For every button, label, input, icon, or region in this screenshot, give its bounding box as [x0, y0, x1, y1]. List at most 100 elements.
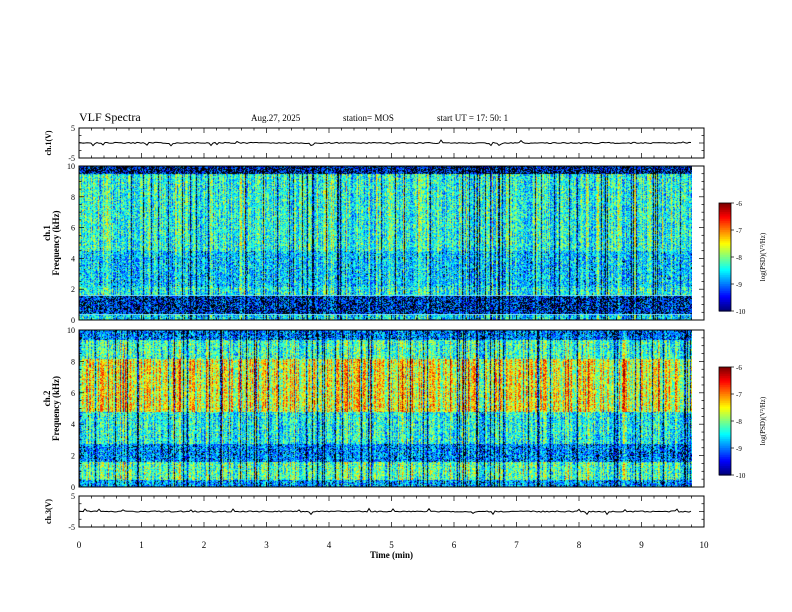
colorbar-swatch	[719, 471, 731, 474]
colorbar-swatch	[719, 285, 731, 289]
colorbar-tick-label: -6	[736, 200, 742, 208]
x-tick-label: 3	[264, 540, 269, 550]
colorbar-swatch	[719, 233, 731, 236]
colorbar-swatch	[719, 381, 731, 384]
colorbar-swatch	[719, 303, 731, 307]
ch1-waveform-y-tick-label: -5	[68, 154, 75, 163]
colorbar-swatch	[719, 435, 731, 438]
colorbar-swatch	[719, 258, 731, 262]
colorbar-swatch	[719, 231, 731, 235]
date-label: Aug.27, 2025	[251, 113, 301, 123]
ch2-spectrogram-y-tick-label: 2	[71, 452, 75, 461]
colorbar-swatch	[719, 455, 731, 458]
colorbar-swatch	[719, 406, 731, 409]
colorbar-swatch	[719, 377, 731, 381]
colorbar-swatch	[719, 273, 731, 276]
colorbar-swatch	[719, 426, 731, 429]
colorbar-swatch	[719, 392, 731, 395]
colorbar-swatch	[719, 453, 731, 456]
ch2-spectrogram-channel-label: ch.2	[42, 390, 52, 406]
colorbar-swatch	[719, 417, 731, 420]
ch2-spectrogram-y-tick-label: 0	[71, 483, 75, 492]
colorbar-swatch	[719, 282, 731, 285]
colorbar-swatch	[719, 419, 731, 422]
colorbar-swatch	[719, 390, 731, 393]
ch2-spectrogram-y-tick-label: 4	[71, 420, 75, 429]
colorbar-swatch	[719, 239, 731, 242]
colorbar-swatch	[719, 208, 731, 211]
colorbar-swatch	[719, 448, 731, 451]
colorbar-swatch	[719, 266, 731, 269]
colorbar-swatch	[719, 428, 731, 431]
colorbar-swatch	[719, 246, 731, 249]
colorbar-swatch	[719, 385, 731, 388]
colorbar-swatch	[719, 410, 731, 413]
colorbar-swatch	[719, 386, 731, 390]
colorbar-swatch	[719, 215, 731, 218]
colorbar-swatch	[719, 296, 731, 299]
ch2-spectrogram-image	[79, 330, 692, 487]
x-tick-label: 2	[202, 540, 207, 550]
colorbar-swatch	[719, 401, 731, 404]
colorbar-swatch	[719, 451, 731, 454]
colorbar-swatch	[719, 374, 731, 377]
colorbar-swatch	[719, 294, 731, 298]
colorbar-swatch	[719, 462, 731, 465]
colorbar-swatch	[719, 251, 731, 254]
ch2-spectrogram-y-tick-label: 10	[67, 326, 75, 335]
colorbar-swatch	[719, 240, 731, 244]
x-tick-label: 10	[700, 540, 710, 550]
x-axis-label: Time (min)	[370, 550, 413, 560]
colorbar-swatch	[719, 278, 731, 281]
colorbar-swatch	[719, 291, 731, 294]
colorbar-label: log(PSD)(V²/Hz)	[759, 396, 767, 445]
colorbar-swatch	[719, 244, 731, 247]
colorbar-swatch	[719, 260, 731, 263]
colorbar-swatch	[719, 437, 731, 440]
colorbar-swatch	[719, 221, 731, 224]
colorbar-swatch	[719, 367, 731, 370]
colorbar-swatch	[719, 235, 731, 238]
colorbar-tick-label: -8	[736, 418, 742, 426]
x-tick-label: 0	[77, 540, 82, 550]
colorbar-swatch	[719, 204, 731, 208]
colorbar-label: log(PSD)(V²/Hz)	[759, 232, 767, 281]
colorbar-swatch	[719, 253, 731, 256]
colorbar-swatch	[719, 271, 731, 274]
colorbar-swatch	[719, 255, 731, 258]
colorbar-swatch	[719, 275, 731, 278]
colorbar-swatch	[719, 206, 731, 209]
ch3-waveform-y-tick-label: -5	[68, 523, 75, 532]
colorbar-tick-label: -6	[736, 364, 742, 372]
colorbar-swatch	[719, 467, 731, 471]
colorbar-swatch	[719, 464, 731, 467]
ch1-spectrogram-y-axis-label: Frequency (kHz)	[51, 210, 61, 275]
colorbar-swatch	[719, 430, 731, 433]
colorbar-swatch	[719, 284, 731, 287]
colorbar-swatch	[719, 442, 731, 445]
colorbar-swatch	[719, 217, 731, 220]
colorbar-swatch	[719, 412, 731, 415]
ch3-waveform-y-axis-label: ch.3(V)	[44, 499, 53, 524]
colorbar-swatch	[719, 242, 731, 245]
x-tick-label: 6	[452, 540, 457, 550]
colorbar-swatch	[719, 457, 731, 460]
colorbar-swatch	[719, 408, 731, 411]
colorbar-swatch	[719, 264, 731, 267]
colorbar-swatch	[719, 298, 731, 301]
ch1-spectrogram-y-tick-label: 2	[71, 285, 75, 294]
figure-title: VLF Spectra	[79, 110, 141, 124]
colorbar-tick-label: -10	[736, 308, 746, 316]
colorbar-swatch	[719, 460, 731, 463]
colorbar-swatch	[719, 394, 731, 397]
colorbar-swatch	[719, 372, 731, 375]
colorbar-swatch	[719, 309, 731, 312]
ch1-waveform-trace	[78, 139, 692, 147]
ch1-spectrogram-image	[79, 166, 692, 320]
colorbar-swatch	[719, 276, 731, 280]
colorbar-swatch	[719, 213, 731, 217]
colorbar-swatch	[719, 210, 731, 213]
colorbar-swatch	[719, 421, 731, 424]
